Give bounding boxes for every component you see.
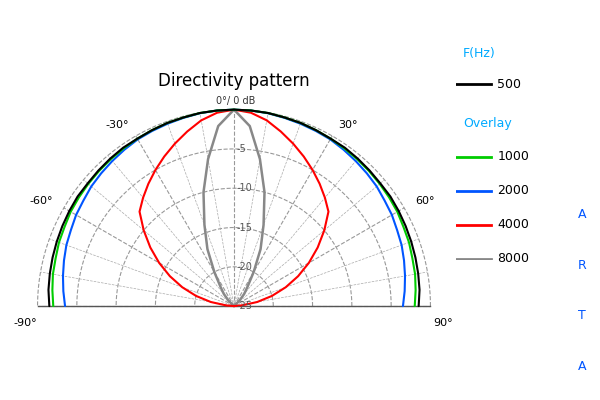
Text: -60°: -60° bbox=[29, 196, 53, 206]
Text: Overlay: Overlay bbox=[463, 117, 512, 130]
Text: 30°: 30° bbox=[338, 120, 358, 130]
Text: Directivity pattern: Directivity pattern bbox=[158, 72, 310, 90]
Text: -10: -10 bbox=[237, 183, 253, 193]
Text: 2000: 2000 bbox=[497, 184, 529, 197]
Text: 1000: 1000 bbox=[497, 150, 529, 163]
Text: 90°: 90° bbox=[433, 318, 453, 328]
Text: 60°: 60° bbox=[415, 196, 434, 206]
Text: -5: -5 bbox=[237, 144, 247, 154]
Text: -25: -25 bbox=[237, 301, 253, 311]
Text: -90°: -90° bbox=[13, 318, 37, 328]
Text: 0°/ 0 dB: 0°/ 0 dB bbox=[216, 96, 256, 106]
Text: F(Hz): F(Hz) bbox=[463, 47, 496, 60]
Text: -30°: -30° bbox=[106, 120, 130, 130]
Text: T: T bbox=[578, 309, 586, 322]
Text: -20: -20 bbox=[237, 262, 253, 272]
Text: A: A bbox=[578, 208, 586, 222]
Text: A: A bbox=[578, 360, 586, 373]
Text: R: R bbox=[578, 259, 586, 272]
Text: 4000: 4000 bbox=[497, 218, 529, 231]
Text: 8000: 8000 bbox=[497, 252, 529, 266]
Text: 500: 500 bbox=[497, 78, 521, 90]
Text: -15: -15 bbox=[237, 222, 253, 232]
